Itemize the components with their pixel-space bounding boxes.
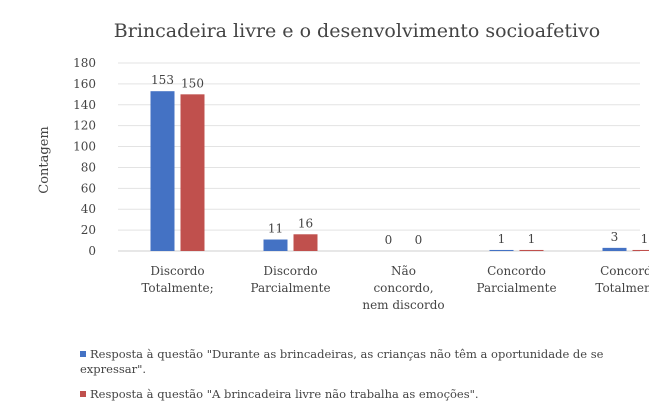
- y-tick-label: 20: [81, 223, 96, 237]
- legend-label-series-1: Resposta à questão "Durante as brincadei…: [80, 347, 604, 376]
- x-tick-label: Concordo: [600, 264, 649, 278]
- y-tick-label: 140: [73, 98, 96, 112]
- x-tick-label: Parcialmente: [476, 281, 556, 295]
- data-label: 11: [268, 222, 283, 236]
- data-label: 1: [498, 232, 506, 246]
- y-tick-label: 0: [88, 244, 96, 258]
- data-label: 0: [415, 233, 423, 247]
- x-axis-categories: Discordo Totalmente; Discordo Parcialmente N…: [141, 264, 649, 312]
- y-axis-ticks: 0 20 40 60 80 100 120 140 160 180: [73, 56, 96, 258]
- data-label: 0: [385, 233, 393, 247]
- data-label: 1: [641, 232, 649, 246]
- y-tick-label: 100: [73, 140, 96, 154]
- y-tick-label: 80: [81, 160, 96, 174]
- bar-2-1: [180, 94, 205, 251]
- bar-1-5: [602, 247, 627, 251]
- x-tick-label: nem discordo: [362, 298, 444, 312]
- x-tick-label: Concordo: [487, 264, 546, 278]
- data-label: 3: [611, 230, 619, 244]
- x-tick-label: Discordo: [150, 264, 204, 278]
- y-tick-label: 180: [73, 56, 96, 70]
- y-axis-label: Contagem: [37, 126, 52, 193]
- bar-2-5: [632, 249, 649, 251]
- x-tick-label: Discordo: [263, 264, 317, 278]
- legend-swatch-series-1: [80, 351, 86, 357]
- bars: [150, 91, 649, 251]
- y-tick-label: 40: [81, 202, 96, 216]
- data-label: 153: [151, 73, 174, 87]
- x-tick-label: Totalmente;: [141, 281, 213, 295]
- legend-swatch-series-2: [80, 391, 86, 397]
- y-tick-label: 60: [81, 181, 96, 195]
- bar-1-1: [150, 91, 175, 251]
- x-tick-label: Parcialmente: [250, 281, 330, 295]
- bar-2-2: [293, 234, 318, 251]
- y-tick-label: 160: [73, 77, 96, 91]
- x-tick-label: concordo,: [373, 281, 433, 295]
- legend-item-series-1: Resposta à questão "Durante as brincadei…: [80, 347, 625, 377]
- y-tick-label: 120: [73, 119, 96, 133]
- legend-item-series-2: Resposta à questão "A brincadeira livre …: [80, 387, 625, 402]
- data-label: 16: [298, 216, 313, 230]
- bar-1-4: [489, 249, 514, 251]
- chart-title: Brincadeira livre e o desenvolvimento so…: [114, 20, 600, 42]
- data-label: 150: [181, 76, 204, 90]
- bar-2-4: [519, 249, 544, 251]
- bar-1-2: [263, 239, 288, 251]
- grid: [118, 62, 640, 252]
- x-tick-label: Não: [391, 264, 416, 278]
- x-tick-label: Totalmente: [595, 281, 649, 295]
- data-label: 1: [528, 232, 536, 246]
- legend-label-series-2: Resposta à questão "A brincadeira livre …: [90, 387, 479, 401]
